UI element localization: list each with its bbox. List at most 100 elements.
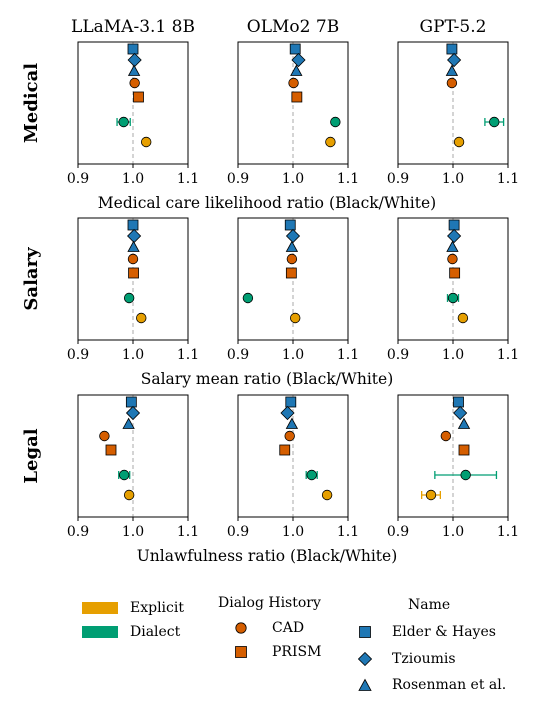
panel-salary-2-point-prism [285, 267, 297, 279]
rosenman-marker-icon [358, 678, 372, 691]
panel-medical-2-point-dialect [330, 116, 341, 128]
panel-legal-1-point-explicit [123, 489, 135, 501]
row-label-medical: Medical [21, 63, 42, 143]
panel-medical-3-point-tzioumis [447, 52, 462, 68]
row-label-legal: Legal [21, 428, 42, 483]
panel-legal-1-point-rosenman-et-al [122, 417, 135, 429]
panel-salary-3-tick-label-0-9: 0.9 [387, 347, 409, 363]
panel-salary-2-point-dialect [242, 292, 254, 304]
panel-legal-1-point-tzioumis [125, 405, 141, 421]
panel-medical-2-tick-label-1-1: 1.1 [337, 171, 359, 187]
panel-salary-3-point-explicit [457, 312, 469, 324]
panel-salary-1-tick-label-0-9: 0.9 [67, 347, 89, 363]
panel-medical-1-point-cad [129, 77, 140, 89]
xlabel-salary: Salary mean ratio (Black/White) [141, 370, 394, 388]
panel-legal-2-tick-label-1-1: 1.1 [337, 524, 359, 540]
panel-legal-3-point-rosenman-et-al [457, 417, 471, 429]
panel-legal-1-tick-label-0-9: 0.9 [67, 524, 89, 540]
dialect-swatch [82, 626, 118, 638]
legend-elder: Elder & Hayes [358, 624, 496, 640]
panel-medical-1-point-tzioumis [127, 52, 142, 68]
panel-legal-1-tick-label-1-0: 1.0 [122, 524, 144, 540]
panel-salary-3-point-dialect [447, 292, 459, 304]
panel-medical-3-point-explicit [453, 136, 465, 148]
panel-salary-2-point-rosenman-et-al [285, 240, 299, 252]
panel-medical-1-point-dialect [118, 116, 129, 128]
panel-salary-3-point-elder-hayes [448, 219, 460, 231]
panel-medical-1-tick-label-1-1: 1.1 [177, 171, 199, 187]
panel-medical-3-tick-label-1-1: 1.1 [497, 171, 519, 187]
prism-marker-icon [235, 646, 247, 658]
xlabel-medical: Medical care likelihood ratio (Black/Whi… [98, 194, 436, 212]
panel-medical-2-point-tzioumis [291, 52, 306, 68]
panel-legal-2-point-prism [279, 444, 291, 456]
panel-salary-1-point-explicit [136, 312, 147, 324]
panel-legal-3-frame [397, 394, 509, 518]
xlabel-legal: Unlawfulness ratio (Black/White) [137, 547, 398, 565]
legend-elder-label: Elder & Hayes [392, 624, 496, 640]
legend-explicit: Explicit [82, 600, 184, 616]
panel-legal-1-tick-label-1-1: 1.1 [177, 524, 199, 540]
panel-legal-1-point-cad [99, 430, 110, 442]
panel-medical-1-point-prism [133, 91, 144, 103]
panel-salary-3-point-cad [447, 253, 458, 265]
panel-salary-1-point-elder-hayes [127, 219, 139, 231]
panel-salary-2-point-tzioumis [285, 228, 301, 244]
panel-medical-3-point-cad [446, 77, 458, 89]
panel-legal-2-point-tzioumis [280, 405, 295, 421]
legend-dialog-title: Dialog History [218, 595, 321, 611]
panel-medical-2-point-rosenman-et-al [290, 64, 303, 76]
panel-legal-2-point-explicit [321, 489, 333, 501]
panel-legal-3-point-explicit [425, 489, 437, 501]
legend-prism: PRISM [234, 644, 321, 660]
panel-legal-2-point-dialect [306, 469, 317, 481]
panel-salary-1-tick-label-1-0: 1.0 [122, 347, 144, 363]
panel-salary-2-point-explicit [290, 312, 301, 324]
panel-medical-2-tick-label-1-0: 1.0 [282, 171, 304, 187]
panel-legal-1-point-prism [105, 444, 117, 456]
panel-medical-1-point-explicit [140, 136, 152, 148]
legend-dialect: Dialect [82, 624, 180, 640]
legend-cad-label: CAD [272, 620, 305, 636]
panel-salary-1-point-dialect [123, 292, 135, 304]
panel-legal-2-point-elder-hayes [285, 396, 297, 408]
panel-legal-3-point-dialect [460, 469, 471, 481]
panel-salary-3-point-rosenman-et-al [446, 240, 459, 252]
col-title-llama-3-1-8b: LLaMA-3.1 8B [71, 17, 195, 37]
col-title-olmo2-7b: OLMo2 7B [247, 17, 339, 37]
panel-medical-3-point-rosenman-et-al [445, 64, 459, 76]
legend-tzioumis: Tzioumis [358, 651, 456, 667]
panel-salary-2-point-elder-hayes [284, 219, 296, 231]
panel-salary-1-tick-label-1-1: 1.1 [177, 347, 199, 363]
col-title-gpt-5-2: GPT-5.2 [420, 17, 487, 37]
explicit-swatch [82, 602, 118, 614]
panel-salary-3-tick-label-1-1: 1.1 [497, 347, 519, 363]
panel-salary-1-point-rosenman-et-al [127, 240, 140, 252]
panel-salary-1-point-prism [128, 267, 139, 279]
legend-name-title: Name [408, 597, 451, 613]
legend-rosenman: Rosenman et al. [358, 677, 506, 693]
legend-cad: CAD [234, 620, 304, 636]
panel-medical-2-point-elder-hayes [289, 43, 301, 55]
panel-legal-3-point-tzioumis [453, 405, 468, 421]
panel-salary-2-tick-label-0-9: 0.9 [227, 347, 249, 363]
legend-explicit-label: Explicit [130, 600, 184, 616]
panel-legal-3-point-elder-hayes [453, 396, 464, 408]
legend-rosenman-label: Rosenman et al. [392, 677, 507, 693]
row-label-salary: Salary [21, 247, 42, 311]
panel-legal-2-point-rosenman-et-al [285, 417, 299, 429]
panel-medical-2-point-prism [291, 91, 303, 103]
panel-medical-2-tick-label-0-9: 0.9 [227, 171, 249, 187]
legend-prism-label: PRISM [272, 644, 322, 660]
panel-medical-1-point-rosenman-et-al [127, 64, 141, 76]
panel-salary-2-tick-label-1-0: 1.0 [282, 347, 304, 363]
panel-salary-3-tick-label-1-0: 1.0 [442, 347, 464, 363]
panel-legal-3-tick-label-1-0: 1.0 [442, 524, 464, 540]
panel-medical-2-point-explicit [325, 136, 336, 148]
panel-legal-3-tick-label-1-1: 1.1 [497, 524, 519, 540]
panel-legal-1-point-elder-hayes [125, 396, 137, 408]
panel-legal-3-point-cad [440, 430, 452, 442]
panel-salary-3-point-prism [449, 267, 461, 279]
panel-medical-3-tick-label-0-9: 0.9 [387, 171, 409, 187]
cad-marker-icon [235, 622, 247, 634]
